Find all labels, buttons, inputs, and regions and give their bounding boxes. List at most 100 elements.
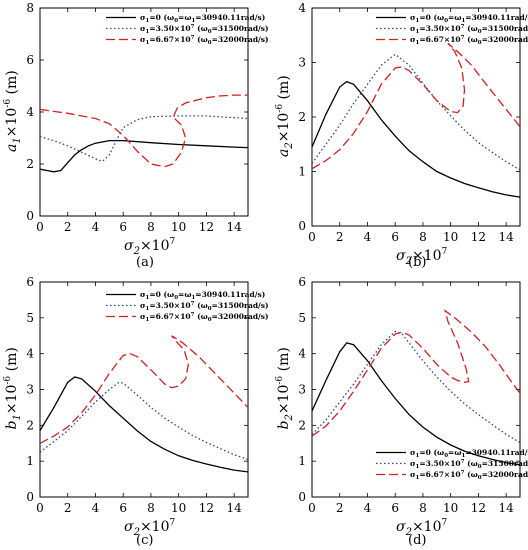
y-tick-label: 6 — [298, 275, 306, 289]
x-tick-label: 14 — [226, 501, 242, 515]
x-tick-label: 4 — [364, 230, 372, 244]
series-line-2 — [40, 381, 248, 461]
series-line-3 — [312, 42, 520, 170]
x-axis-label: σ2×107 — [124, 518, 175, 538]
y-tick-label: 4 — [26, 347, 34, 361]
y-axis-label: b1×10-6 (m) — [3, 347, 23, 429]
y-tick-label: 1 — [26, 454, 34, 468]
legend-entry-1: σ1​=0 (ω0​=ω1​=30940.11rad/s) — [140, 13, 265, 24]
y-tick-label: 5 — [26, 311, 34, 325]
x-tick-label: 4 — [364, 501, 372, 515]
legend-entry-2: σ1​=3.50×107​ (ω0​=31500rad/s) — [410, 24, 528, 35]
y-tick-label: 0 — [26, 490, 34, 504]
series-line-1 — [40, 139, 248, 173]
legend-entry-2: σ1​=3.50×107​ (ω0​=31500rad/s) — [140, 301, 269, 312]
legend-entry-3: σ1​=6.67×107​ (ω0​=32000rad/s) — [140, 312, 269, 323]
x-axis-label: σ2×107 — [124, 237, 175, 257]
x-tick-label: 12 — [199, 501, 214, 515]
x-tick-label: 8 — [419, 501, 427, 515]
x-tick-label: 0 — [308, 501, 316, 515]
x-tick-label: 2 — [64, 501, 72, 515]
y-tick-label: 3 — [26, 383, 34, 397]
y-tick-label: 3 — [298, 383, 306, 397]
panel-label: (c) — [136, 533, 153, 548]
y-tick-label: 2 — [26, 418, 34, 432]
x-tick-label: 12 — [471, 230, 486, 244]
y-tick-label: 4 — [298, 1, 306, 15]
panel-label: (a) — [136, 255, 154, 270]
y-tick-label: 1 — [298, 165, 306, 179]
y-tick-label: 4 — [298, 347, 306, 361]
chart-panel-1: 0 2 4 6 8 10 12 14 0 2 4 6 8 σ2×107 a1×10-6 (m) σ1​=0 (… — [3, 1, 269, 270]
y-axis-label: a1×10-6 (m) — [3, 70, 23, 152]
legend-entry-3: σ1​=6.67×107​ (ω0​=32000rad/s) — [410, 35, 528, 46]
x-tick-label: 10 — [443, 501, 458, 515]
y-tick-label: 2 — [298, 110, 306, 124]
x-tick-label: 10 — [171, 220, 186, 234]
y-tick-label: 0 — [298, 490, 306, 504]
x-tick-label: 14 — [498, 230, 514, 244]
x-tick-label: 8 — [147, 501, 155, 515]
y-tick-label: 8 — [26, 1, 34, 15]
legend: σ1​=0 (ω0​=ω1​=30940.11rad/s)σ1​=3.50×10… — [376, 13, 528, 46]
x-tick-label: 0 — [36, 501, 44, 515]
legend-entry-1: σ1​=0 (ω0​=ω1​=30940.11rad/s) — [140, 290, 265, 301]
series-line-1 — [312, 80, 520, 198]
x-tick-label: 0 — [308, 230, 316, 244]
x-tick-label: 10 — [443, 230, 458, 244]
x-tick-label: 4 — [92, 220, 100, 234]
y-tick-label: 0 — [26, 209, 34, 223]
legend: σ1​=0 (ω0​=ω1​=30940.11rad/s)σ1​=3.50×10… — [376, 448, 528, 481]
x-axis-label: σ2×107 — [396, 518, 447, 538]
series-line-2 — [312, 330, 520, 444]
y-tick-label: 0 — [298, 219, 306, 233]
x-tick-label: 6 — [391, 501, 399, 515]
x-tick-label: 4 — [92, 501, 100, 515]
x-tick-label: 14 — [498, 501, 514, 515]
x-tick-label: 0 — [36, 220, 44, 234]
legend-entry-3: σ1​=6.67×107​ (ω0​=32000rad/s) — [410, 470, 528, 481]
x-tick-label: 6 — [119, 501, 127, 515]
legend-entry-2: σ1​=3.50×107​ (ω0​=31500rad/s) — [140, 24, 269, 35]
legend-entry-3: σ1​=6.67×107​ (ω0​=32000rad/s) — [140, 35, 269, 46]
legend-entry-2: σ1​=3.50×107​ (ω0​=31500rad/s) — [410, 459, 528, 470]
x-tick-label: 12 — [199, 220, 214, 234]
series-line-1 — [312, 342, 520, 466]
x-tick-label: 2 — [336, 501, 344, 515]
legend: σ1​=0 (ω0​=ω1​=30940.11rad/s)σ1​=3.50×10… — [106, 13, 269, 46]
x-tick-label: 2 — [336, 230, 344, 244]
y-tick-label: 2 — [298, 418, 306, 432]
x-tick-label: 14 — [226, 220, 242, 234]
y-tick-label: 5 — [298, 311, 306, 325]
legend-entry-1: σ1​=0 (ω0​=ω1​=30940.11rad/s) — [410, 448, 528, 459]
x-tick-label: 8 — [419, 230, 427, 244]
panel-label: (b) — [408, 255, 426, 270]
panel-label: (d) — [408, 533, 426, 548]
y-tick-label: 4 — [26, 105, 34, 119]
y-tick-label: 1 — [298, 454, 306, 468]
x-tick-label: 10 — [171, 501, 186, 515]
x-axis-label: σ2×107 — [396, 247, 447, 267]
legend: σ1​=0 (ω0​=ω1​=30940.11rad/s)σ1​=3.50×10… — [106, 290, 269, 323]
x-tick-label: 12 — [471, 501, 486, 515]
series-line-2 — [40, 115, 248, 163]
y-axis-label: b2×10-6 (m) — [275, 347, 295, 429]
series-line-3 — [40, 94, 248, 168]
series-line-3 — [312, 309, 520, 437]
y-tick-label: 2 — [26, 157, 34, 171]
x-tick-label: 8 — [147, 220, 155, 234]
x-tick-label: 2 — [64, 220, 72, 234]
y-axis-label: a2×10-6 (m) — [275, 75, 295, 157]
x-tick-label: 6 — [119, 220, 127, 234]
y-tick-label: 3 — [298, 56, 306, 70]
y-tick-label: 6 — [26, 53, 34, 67]
y-tick-label: 6 — [26, 275, 34, 289]
x-tick-label: 6 — [391, 230, 399, 244]
legend-entry-1: σ1​=0 (ω0​=ω1​=30940.11rad/s) — [410, 13, 528, 24]
series-line-3 — [40, 335, 248, 444]
series-line-2 — [312, 53, 520, 171]
